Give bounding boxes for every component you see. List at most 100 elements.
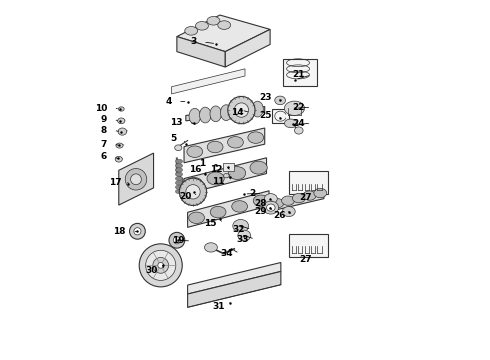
Text: 23: 23 [259,93,272,102]
Text: 13: 13 [170,118,182,127]
Polygon shape [225,30,270,67]
Ellipse shape [118,128,126,135]
Ellipse shape [263,201,279,214]
Ellipse shape [220,105,232,121]
Text: 26: 26 [273,211,286,220]
Ellipse shape [129,224,146,239]
Text: 7: 7 [100,140,107,149]
Text: 9: 9 [100,115,107,124]
Ellipse shape [233,220,248,232]
Text: 32: 32 [232,225,245,234]
Text: 29: 29 [255,207,267,216]
Ellipse shape [175,181,183,185]
Text: 33: 33 [236,235,248,244]
Bar [289,171,328,194]
Text: 4: 4 [165,96,172,105]
Ellipse shape [248,132,264,143]
Polygon shape [188,262,281,294]
Polygon shape [172,69,245,94]
Polygon shape [188,191,269,227]
Text: 30: 30 [146,266,158,275]
Bar [289,234,328,257]
Ellipse shape [207,17,220,25]
Text: 2: 2 [249,189,256,198]
Ellipse shape [228,96,255,124]
Text: 5: 5 [171,134,177,143]
Ellipse shape [234,103,248,117]
Polygon shape [184,158,267,194]
Ellipse shape [131,174,141,185]
Text: 17: 17 [109,178,122,187]
Text: 1: 1 [199,159,205,168]
Bar [272,109,289,123]
Ellipse shape [232,201,247,212]
Text: 21: 21 [293,71,305,80]
Ellipse shape [179,178,207,206]
Ellipse shape [267,204,275,211]
Text: 15: 15 [204,219,216,228]
Ellipse shape [175,189,183,194]
Ellipse shape [158,262,164,268]
Ellipse shape [189,108,200,124]
Text: 8: 8 [100,126,107,135]
Ellipse shape [187,146,203,157]
Ellipse shape [285,119,297,128]
Text: 28: 28 [255,199,267,208]
Ellipse shape [285,101,304,116]
Polygon shape [188,271,281,307]
Ellipse shape [173,237,180,244]
Ellipse shape [231,104,243,120]
Polygon shape [186,107,265,121]
Ellipse shape [218,21,231,30]
Ellipse shape [275,96,286,105]
Ellipse shape [134,228,141,235]
Polygon shape [119,153,153,205]
Text: 12: 12 [210,165,223,174]
Ellipse shape [175,159,183,163]
Text: 10: 10 [95,104,107,113]
Text: 16: 16 [189,166,201,175]
Ellipse shape [282,207,295,217]
Ellipse shape [204,243,218,252]
Ellipse shape [228,167,245,180]
Text: 24: 24 [292,119,305,128]
Text: 27: 27 [299,193,312,202]
Ellipse shape [238,230,251,241]
Ellipse shape [253,195,269,207]
Ellipse shape [210,106,221,122]
Text: 14: 14 [231,108,244,117]
Text: 6: 6 [100,152,107,161]
Ellipse shape [175,172,183,176]
Ellipse shape [293,193,305,203]
Ellipse shape [175,185,183,189]
Ellipse shape [175,145,182,150]
Ellipse shape [265,194,277,204]
Ellipse shape [252,101,263,117]
Text: 19: 19 [172,237,185,246]
Ellipse shape [186,177,203,190]
Bar [283,59,317,86]
Ellipse shape [115,156,122,162]
Ellipse shape [223,174,229,178]
Ellipse shape [139,244,182,287]
Ellipse shape [314,188,327,198]
Ellipse shape [169,232,185,248]
Ellipse shape [207,172,224,185]
Ellipse shape [175,168,183,172]
Ellipse shape [186,185,200,199]
Ellipse shape [175,163,183,168]
Bar [223,163,234,171]
Ellipse shape [282,196,294,205]
Ellipse shape [242,102,253,118]
Ellipse shape [303,191,316,200]
Ellipse shape [185,27,197,35]
Ellipse shape [199,107,211,123]
Text: 25: 25 [259,111,272,120]
Ellipse shape [210,206,226,218]
Polygon shape [177,15,270,51]
Ellipse shape [196,22,208,30]
Text: 20: 20 [179,192,191,201]
Ellipse shape [125,168,147,190]
Text: 18: 18 [114,228,126,237]
Ellipse shape [146,250,176,280]
